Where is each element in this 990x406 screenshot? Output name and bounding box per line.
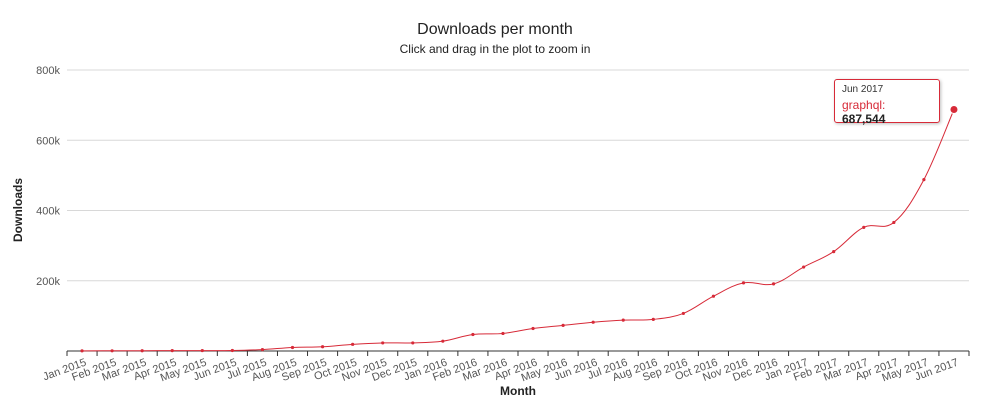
y-tick-label: 600k (36, 135, 60, 147)
series-points-graphql[interactable] (80, 105, 959, 353)
data-point[interactable] (230, 348, 234, 353)
tooltip-series-name: graphql (842, 98, 883, 112)
y-tick-label: 200k (36, 276, 60, 288)
data-point[interactable] (80, 349, 84, 353)
tooltip: Jun 2017 graphql: 687,544 (834, 79, 940, 126)
tooltip-line: graphql: 687,544 (842, 98, 886, 126)
data-point[interactable] (501, 331, 505, 336)
data-point[interactable] (862, 225, 866, 229)
data-point[interactable] (922, 177, 926, 182)
data-point[interactable] (832, 249, 836, 254)
y-tick-label: 800k (36, 65, 60, 77)
data-point[interactable] (441, 339, 445, 343)
data-point[interactable] (140, 349, 144, 353)
chart-subtitle: Click and drag in the plot to zoom in (399, 42, 591, 56)
gridlines (67, 69, 969, 282)
y-tick-label: 400k (36, 206, 60, 218)
x-axis-title: Month (500, 384, 536, 398)
data-point[interactable] (802, 265, 806, 269)
data-point[interactable] (260, 347, 265, 352)
y-axis-title: Downloads (11, 178, 25, 242)
tooltip-date: Jun 2017 (842, 84, 884, 95)
data-point[interactable] (531, 326, 535, 331)
data-point[interactable] (771, 282, 776, 286)
data-point[interactable] (200, 348, 204, 353)
data-point[interactable] (110, 349, 114, 353)
y-axis-ticks: 800k 600k 400k 200k (36, 65, 60, 288)
data-point[interactable] (711, 294, 716, 298)
data-point[interactable] (351, 342, 355, 346)
data-point[interactable] (681, 311, 685, 316)
data-point[interactable] (290, 345, 295, 350)
data-point-highlighted[interactable] (949, 105, 959, 115)
data-point[interactable] (170, 349, 174, 353)
chart-title: Downloads per month (417, 21, 573, 38)
data-point[interactable] (591, 320, 595, 324)
data-point[interactable] (621, 318, 625, 322)
data-point[interactable] (892, 220, 896, 225)
tooltip-value: 687,544 (842, 112, 886, 126)
data-point[interactable] (381, 341, 385, 345)
data-point[interactable] (471, 332, 475, 337)
data-point[interactable] (320, 345, 325, 349)
data-point[interactable] (561, 323, 565, 327)
data-point[interactable] (741, 281, 746, 285)
data-point[interactable] (411, 341, 415, 345)
series-line-graphql (82, 109, 955, 352)
data-point[interactable] (651, 317, 655, 321)
